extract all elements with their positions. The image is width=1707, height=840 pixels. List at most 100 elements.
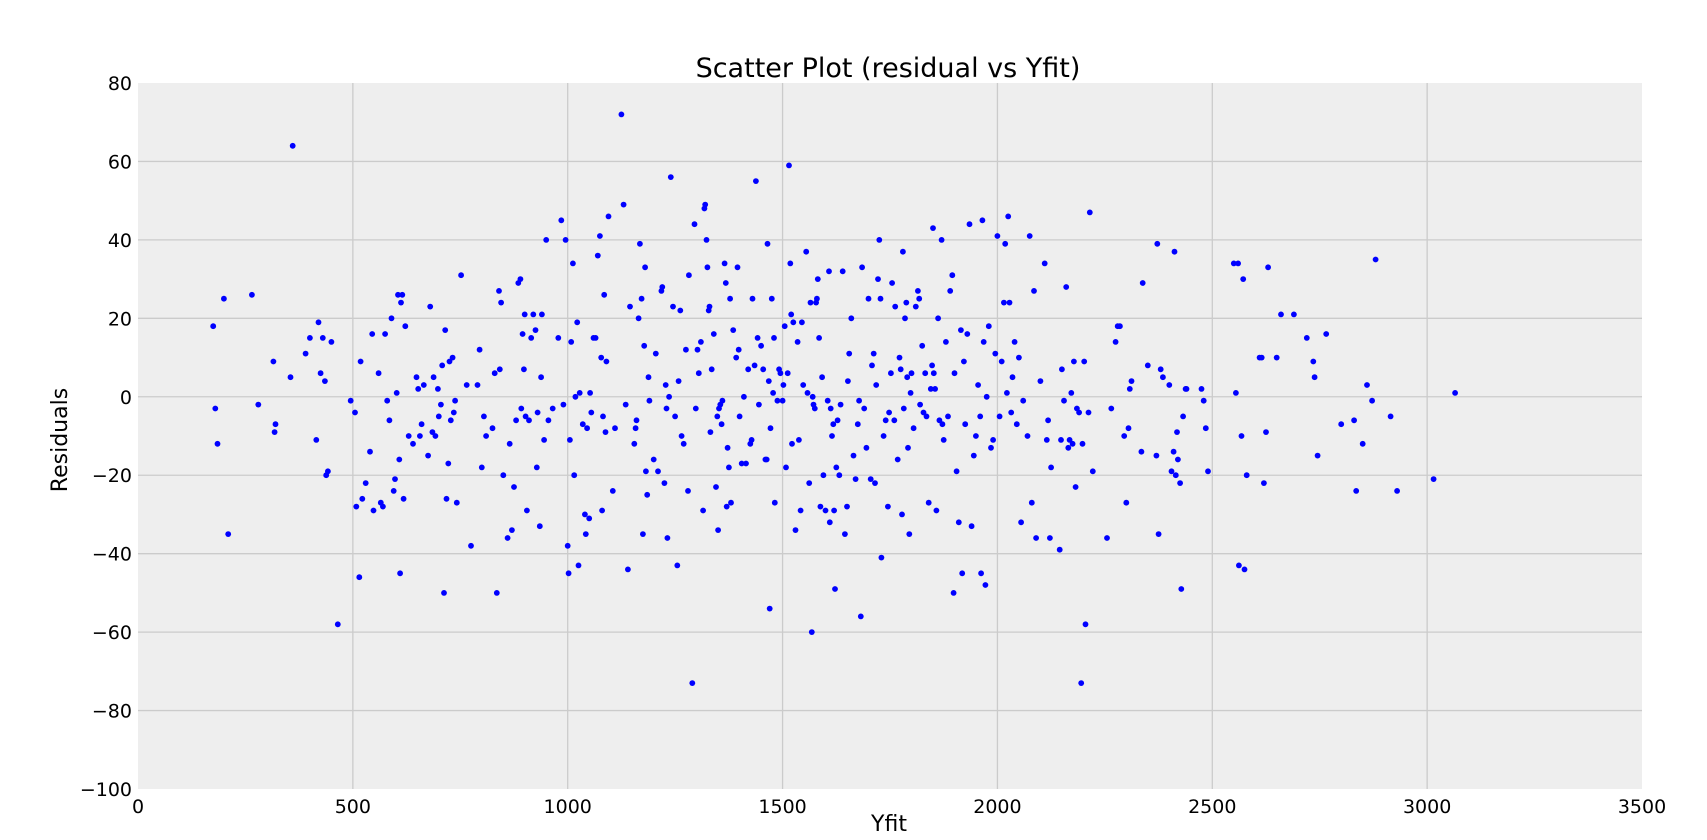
scatter-point — [478, 464, 485, 471]
scatter-point — [528, 335, 535, 341]
scatter-point — [567, 437, 573, 443]
scatter-point — [1026, 233, 1033, 239]
scatter-point — [800, 382, 807, 388]
scatter-point — [599, 507, 605, 514]
scatter-point — [1033, 535, 1039, 541]
scatter-point — [844, 503, 850, 510]
scatter-point — [1198, 386, 1205, 392]
scatter-point — [1263, 429, 1269, 435]
scatter-point — [405, 433, 412, 439]
scatter-point — [902, 315, 908, 322]
x-tick-labels: 0 500 1000 1500 2000 2500 3000 3500 — [132, 796, 1666, 818]
scatter-point — [1086, 209, 1093, 216]
scatter-point — [1205, 468, 1211, 475]
scatter-point — [953, 468, 960, 475]
scatter-point — [735, 346, 742, 353]
scatter-point — [764, 240, 771, 247]
y-tick-label: 40 — [108, 230, 132, 252]
scatter-point — [943, 339, 949, 345]
scatter-point — [1031, 288, 1037, 294]
scatter-point — [539, 311, 545, 318]
scatter-point — [792, 527, 799, 533]
scatter-point — [777, 370, 784, 377]
scatter-point — [912, 303, 919, 310]
scatter-point — [767, 425, 774, 432]
scatter-point — [1002, 240, 1009, 247]
scatter-point — [325, 468, 331, 475]
scatter-point — [1082, 621, 1089, 628]
scatter-point — [873, 382, 880, 388]
scatter-point — [703, 237, 710, 243]
scatter-point — [545, 417, 552, 424]
scatter-point — [994, 233, 1001, 239]
scatter-point — [897, 366, 904, 373]
scatter-point — [1011, 339, 1018, 345]
scatter-point — [645, 374, 652, 381]
scatter-point — [794, 339, 801, 345]
scatter-point — [570, 260, 576, 267]
x-tick-label: 2500 — [1188, 796, 1236, 818]
scatter-point — [763, 456, 770, 463]
x-tick-label: 1500 — [758, 796, 806, 818]
scatter-point — [966, 221, 973, 228]
scatter-point — [788, 311, 795, 318]
scatter-point — [315, 319, 322, 326]
scatter-point — [829, 433, 835, 439]
scatter-point — [491, 370, 498, 377]
scatter-point — [356, 574, 363, 581]
scatter-point — [945, 413, 951, 420]
scatter-point — [1076, 409, 1082, 416]
scatter-point — [1372, 256, 1379, 263]
scatter-point — [1024, 433, 1031, 439]
scatter-point — [496, 366, 503, 373]
scatter-point — [905, 444, 911, 451]
scatter-point — [1061, 397, 1067, 404]
scatter-point — [714, 413, 721, 420]
scatter-point — [882, 417, 889, 424]
scatter-point — [1128, 378, 1135, 384]
scatter-point — [939, 421, 946, 428]
scatter-point — [1048, 464, 1054, 471]
scatter-point — [689, 680, 696, 686]
scatter-point — [1154, 240, 1161, 247]
scatter-point — [852, 476, 859, 482]
scatter-point — [842, 531, 848, 537]
scatter-point — [859, 264, 865, 271]
scatter-point — [970, 452, 977, 459]
scatter-point — [468, 542, 474, 549]
scatter-point — [353, 503, 360, 510]
scatter-point — [1240, 276, 1247, 282]
scatter-point — [521, 311, 528, 318]
scatter-point — [727, 295, 733, 302]
scatter-point — [443, 495, 450, 502]
scatter-point — [543, 237, 550, 243]
scatter-point — [522, 413, 529, 420]
scatter-point — [1171, 248, 1178, 255]
scatter-point — [784, 370, 791, 377]
scatter-point — [789, 440, 795, 447]
scatter-point — [930, 370, 937, 377]
scatter-point — [1351, 417, 1357, 424]
scatter-point — [955, 519, 962, 526]
scatter-point — [949, 272, 956, 279]
scatter-point — [317, 370, 324, 377]
scatter-point — [519, 331, 526, 337]
scatter-point — [1387, 413, 1394, 420]
scatter-point — [1028, 499, 1035, 506]
scatter-point — [430, 374, 437, 381]
x-tick-label: 3000 — [1403, 796, 1451, 818]
scatter-point — [357, 358, 364, 365]
scatter-point — [625, 566, 631, 573]
scatter-point — [900, 405, 907, 412]
scatter-point — [564, 542, 571, 549]
scatter-point — [919, 342, 926, 349]
scatter-point — [733, 354, 740, 361]
scatter-point — [1037, 378, 1044, 384]
scatter-point — [834, 417, 841, 424]
scatter-point — [667, 174, 674, 181]
scatter-point — [754, 335, 761, 341]
scatter-point — [968, 523, 975, 530]
scatter-point — [1243, 472, 1250, 479]
scatter-point — [446, 358, 453, 365]
scatter-point — [766, 605, 773, 612]
